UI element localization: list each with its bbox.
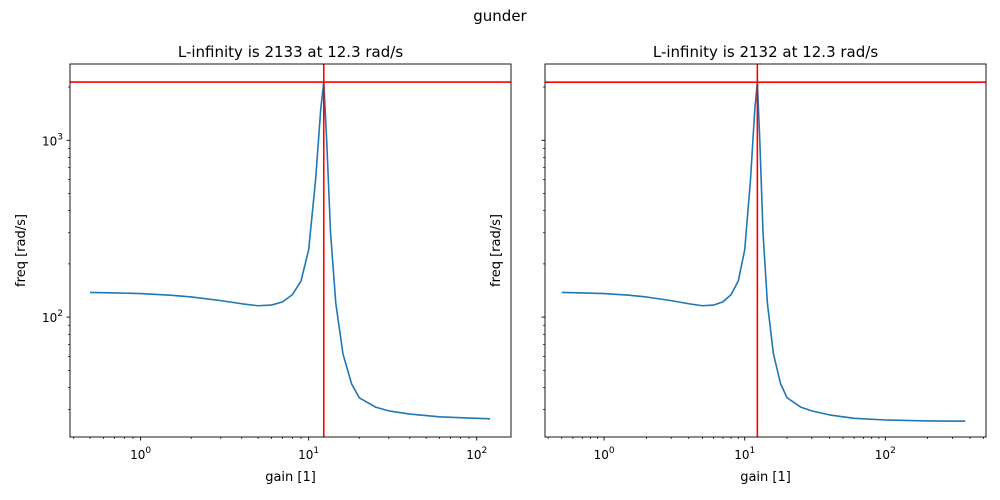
y-axis-label: freq [rad/s] [489, 214, 504, 287]
plot-panel-1: L-infinity is 2133 at 12.3 rad/s 100 101 10… [14, 43, 512, 485]
plot-title: L-infinity is 2133 at 12.3 rad/s [178, 43, 403, 61]
x-tick-label: 101 [734, 446, 755, 462]
x-axis-label: gain [1] [740, 470, 791, 485]
plot-frame [544, 63, 987, 438]
x-tick-label: 102 [875, 446, 896, 462]
data-series-line [561, 81, 966, 422]
x-axis-label: gain [1] [265, 470, 316, 485]
plot-frame [69, 63, 512, 438]
x-tick-label: 102 [466, 446, 487, 462]
data-series-line [90, 81, 491, 420]
plot-title: L-infinity is 2132 at 12.3 rad/s [653, 43, 878, 61]
plot-panel-2: L-infinity is 2132 at 12.3 rad/s 100 101 10… [489, 43, 987, 485]
x-tick-label: 101 [298, 446, 319, 462]
y-tick-label: 103 [42, 132, 63, 148]
y-tick-label: 102 [42, 309, 63, 325]
x-tick-label: 100 [130, 446, 151, 462]
figure-title: gunder [473, 7, 527, 25]
x-tick-label: 100 [594, 446, 615, 462]
y-axis-label: freq [rad/s] [14, 214, 29, 287]
